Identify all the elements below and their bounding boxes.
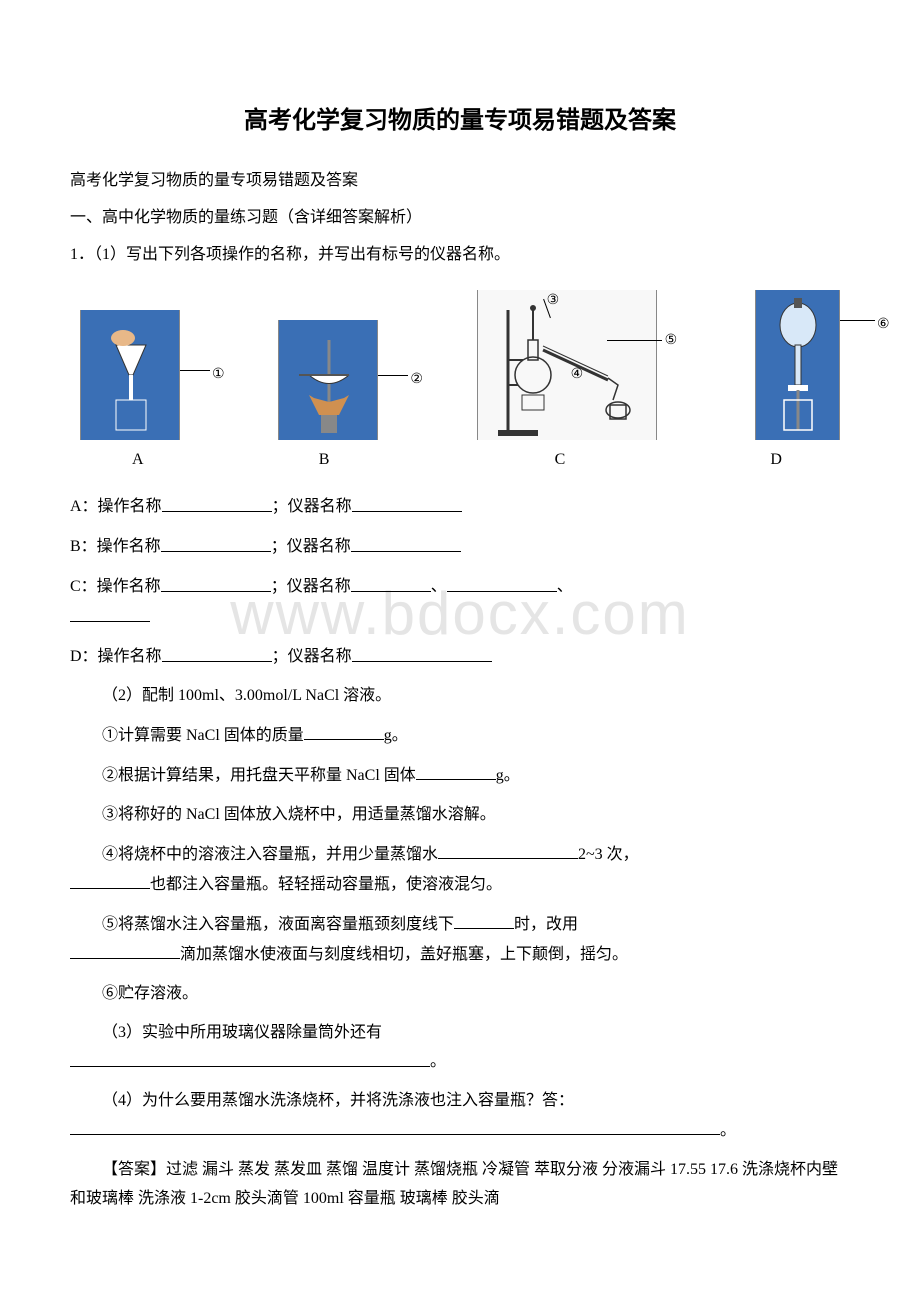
- blank: [70, 870, 150, 889]
- blank: [416, 761, 496, 780]
- step1-text: ①计算需要 NaCl 固体的质量: [102, 727, 304, 744]
- step4b: 2~3 次，: [578, 846, 639, 863]
- part3-suffix: 。: [430, 1054, 446, 1071]
- answer: 【答案】过滤 漏斗 蒸发 蒸发皿 蒸馏 温度计 蒸馏烧瓶 冷凝管 萃取分液 分液…: [70, 1156, 850, 1214]
- figure-c: [477, 290, 657, 440]
- funnel-icon: [81, 310, 179, 440]
- figure-c-wrap: ③ ④ ⑤: [477, 290, 657, 440]
- d-prefix: D：操作名称: [70, 649, 162, 666]
- figure-b-wrap: ②: [278, 320, 378, 440]
- arrow-b: [378, 375, 408, 376]
- b-mid: ；仪器名称: [271, 539, 351, 556]
- distillation-icon: [478, 290, 656, 440]
- blank: [447, 572, 557, 591]
- figure-row: ① ②: [70, 290, 850, 440]
- arrow-d: [840, 320, 875, 321]
- blank: [70, 1116, 720, 1135]
- figure-d: [755, 290, 840, 440]
- blank: [304, 721, 384, 740]
- blank: [454, 910, 514, 929]
- c-sep2: 、: [557, 579, 573, 596]
- d-mid: ；仪器名称: [272, 649, 352, 666]
- blank: [352, 492, 462, 511]
- blank: [351, 572, 431, 591]
- section-heading: 一、高中化学物质的量练习题（含详细答案解析）: [70, 204, 850, 233]
- label-c: C: [555, 446, 566, 475]
- blank: [162, 642, 272, 661]
- step5: ⑤将蒸馏水注入容量瓶，液面离容量瓶颈刻度线下 时，改用滴加蒸馏水使液面与刻度线相切…: [70, 910, 850, 970]
- step2: ②根据计算结果，用托盘天平称量 NaCl 固体 g。: [70, 761, 850, 791]
- callout-4: ④: [571, 362, 584, 387]
- line-a: A：操作名称 ；仪器名称: [70, 492, 850, 522]
- blank: [70, 1047, 430, 1066]
- figure-labels: A B C D: [70, 446, 850, 475]
- c-prefix: C：操作名称: [70, 579, 161, 596]
- part4: （4）为什么要用蒸馏水洗涤烧杯，并将洗涤液也注入容量瓶？答： 。: [70, 1087, 850, 1146]
- step5c: 滴加蒸馏水使液面与刻度线相切，盖好瓶塞，上下颠倒，摇匀。: [180, 946, 628, 963]
- a-mid: ；仪器名称: [272, 499, 352, 516]
- a-prefix: A：操作名称: [70, 499, 162, 516]
- subtitle: 高考化学复习物质的量专项易错题及答案: [70, 167, 850, 196]
- question-1-intro: 1．（1）写出下列各项操作的名称，并写出有标号的仪器名称。: [70, 241, 850, 270]
- callout-2: ②: [410, 367, 423, 392]
- blank: [162, 492, 272, 511]
- label-d: D: [770, 446, 782, 475]
- c-sep1: 、: [431, 579, 447, 596]
- answer-label: 【答案】: [102, 1161, 166, 1178]
- label-b: B: [319, 446, 330, 475]
- separating-funnel-icon: [756, 290, 839, 440]
- page-title: 高考化学复习物质的量专项易错题及答案: [70, 100, 850, 143]
- part3: （3）实验中所用玻璃仪器除量筒外还有。: [70, 1019, 850, 1078]
- part4-suffix: 。: [720, 1122, 736, 1139]
- step4a: ④将烧杯中的溶液注入容量瓶，并用少量蒸馏水: [102, 846, 438, 863]
- figure-a: [80, 310, 180, 440]
- step1: ①计算需要 NaCl 固体的质量 g。: [70, 721, 850, 751]
- line-c: C：操作名称 ；仪器名称 、 、: [70, 572, 850, 632]
- figure-d-wrap: ⑥: [755, 290, 840, 440]
- step5b: 时，改用: [514, 916, 578, 933]
- callout-5: ⑤: [665, 328, 678, 353]
- line-b: B：操作名称 ；仪器名称: [70, 532, 850, 562]
- step2-suffix: g。: [496, 767, 520, 784]
- b-prefix: B：操作名称: [70, 539, 161, 556]
- part4-text: （4）为什么要用蒸馏水洗涤烧杯，并将洗涤液也注入容量瓶？答：: [102, 1092, 574, 1109]
- blank: [352, 642, 492, 661]
- figure-b: [278, 320, 378, 440]
- c-mid: ；仪器名称: [271, 579, 351, 596]
- answer-text: 过滤 漏斗 蒸发 蒸发皿 蒸馏 温度计 蒸馏烧瓶 冷凝管 萃取分液 分液漏斗 1…: [70, 1161, 838, 1207]
- callout-1: ①: [212, 362, 225, 387]
- arrow-c5: [607, 340, 662, 341]
- step3: ③将称好的 NaCl 固体放入烧杯中，用适量蒸馏水溶解。: [70, 801, 850, 830]
- document-content: 高考化学复习物质的量专项易错题及答案 高考化学复习物质的量专项易错题及答案 一、…: [70, 100, 850, 1214]
- blank: [438, 840, 578, 859]
- step2-text: ②根据计算结果，用托盘天平称量 NaCl 固体: [102, 767, 416, 784]
- step1-suffix: g。: [384, 727, 408, 744]
- blank: [161, 572, 271, 591]
- callout-3: ③: [547, 288, 560, 313]
- label-a: A: [132, 446, 144, 475]
- arrow-a: [180, 370, 210, 371]
- figure-a-wrap: ①: [80, 310, 180, 440]
- blank: [70, 602, 150, 621]
- blank: [70, 940, 180, 959]
- callout-6: ⑥: [877, 312, 890, 337]
- blank: [351, 532, 461, 551]
- line-d: D：操作名称 ；仪器名称: [70, 642, 850, 672]
- step4: ④将烧杯中的溶液注入容量瓶，并用少量蒸馏水 2~3 次， 也都注入容量瓶。轻轻摇动容…: [70, 840, 850, 900]
- blank: [161, 532, 271, 551]
- part2-heading: （2）配制 100ml、3.00mol/L NaCl 溶液。: [70, 682, 850, 711]
- step6: ⑥贮存溶液。: [70, 980, 850, 1009]
- step4c: 也都注入容量瓶。轻轻摇动容量瓶，使溶液混匀。: [150, 876, 502, 893]
- step5a: ⑤将蒸馏水注入容量瓶，液面离容量瓶颈刻度线下: [102, 916, 454, 933]
- part3-text: （3）实验中所用玻璃仪器除量筒外还有: [102, 1024, 382, 1041]
- evaporating-dish-icon: [279, 320, 377, 440]
